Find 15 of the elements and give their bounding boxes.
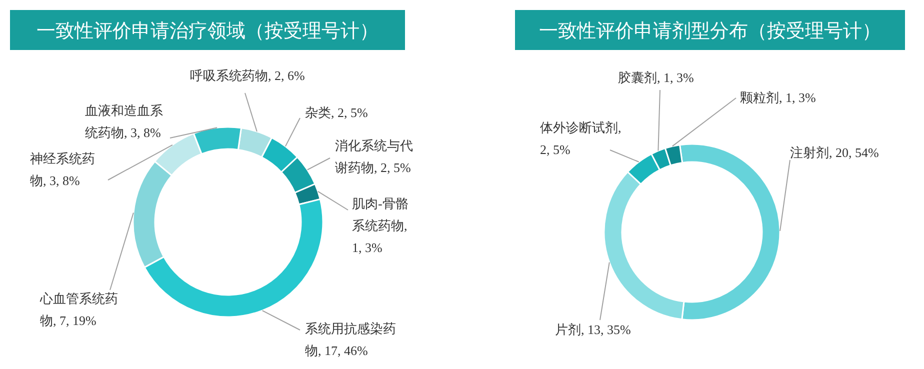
slice-label: 颗粒剂, 1, 3% [740,90,816,105]
slice-label: 消化系统与代谢药物, 2, 5% [335,138,413,175]
chart-title: 一致性评价申请治疗领域（按受理号计） [36,21,378,42]
slice-label: 注射剂, 20, 54% [790,145,879,160]
slice-label: 体外诊断试剂, 2, 5% [540,120,622,157]
slice-label: 心血管系统药物, 7, 19% [39,291,118,328]
slice-label: 胶囊剂, 1, 3% [618,70,694,85]
slice-label: 肌肉-骨骼系统药物, 1, 3% [352,196,408,255]
slice-label: 杂类, 2, 5% [305,105,368,120]
slice-label: 神经系统药物, 3, 8% [30,151,95,188]
slice-label: 血液和造血系统药物, 3, 8% [85,103,163,140]
chart-title: 一致性评价申请剂型分布（按受理号计） [539,20,881,42]
slice-label: 呼吸系统药物, 2, 6% [190,68,305,83]
slice-label: 系统用抗感染药物, 17, 46% [305,321,396,358]
slice-label: 片剂, 13, 35% [555,322,631,337]
